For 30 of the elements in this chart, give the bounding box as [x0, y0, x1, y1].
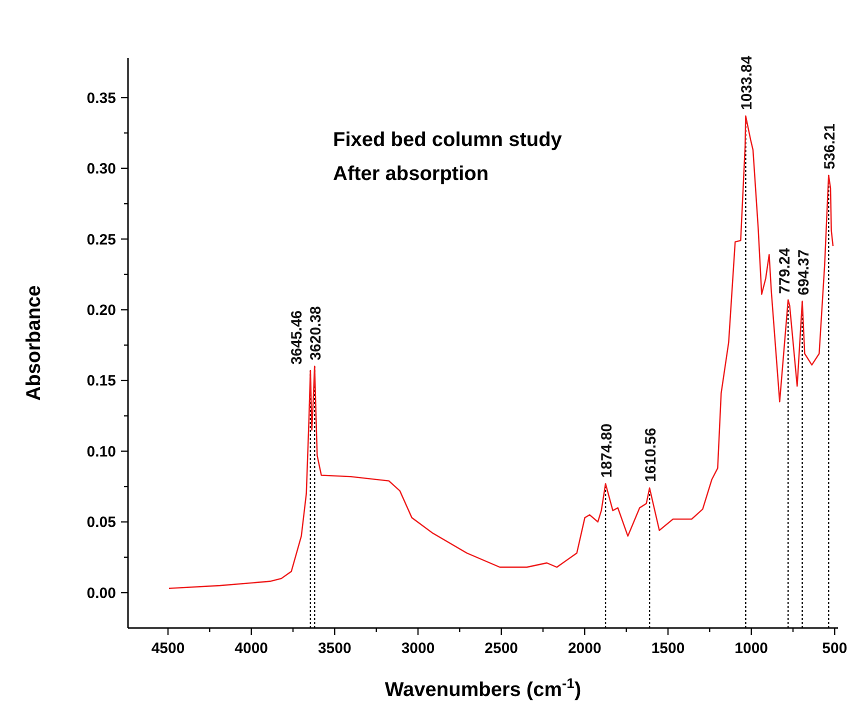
ref-line-label: 1610.56: [642, 428, 660, 482]
y-tick-label: 0.00: [86, 584, 116, 602]
ref-line-label: 1033.84: [738, 55, 756, 110]
x-tick-label: 1500: [651, 640, 685, 657]
x-tick-label: 3500: [318, 640, 352, 657]
ref-line-label: 3620.38: [308, 306, 325, 360]
x-tick-label: 1000: [734, 640, 768, 657]
y-tick-label: 0.10: [86, 443, 116, 460]
x-tick-label: 3000: [401, 640, 435, 657]
y-tick-label: 0.25: [86, 231, 116, 248]
x-tick-label: 4000: [234, 640, 268, 657]
ref-line-label: 1874.80: [598, 424, 616, 478]
y-tick-label: 0.15: [86, 372, 116, 390]
y-tick-label: 0.30: [86, 160, 116, 178]
ref-line-label: 536.21: [822, 124, 839, 170]
ref-line-label: 694.37: [795, 249, 812, 296]
x-tick-label: 500: [822, 640, 848, 657]
ref-line-label: 779.24: [776, 247, 794, 294]
x-tick-label: 2000: [568, 640, 602, 657]
y-tick-label: 0.05: [86, 514, 116, 532]
x-axis-title: Wavenumbers (cm$^{-1}$): [384, 675, 582, 701]
line-series: [168, 115, 834, 590]
annotation: After absorption: [333, 163, 489, 185]
y-tick-label: 0.20: [86, 302, 116, 320]
ref-line-label: 3645.46: [288, 310, 306, 365]
x-tick-label: 4500: [151, 640, 185, 657]
y-axis-title: Absorbance: [23, 285, 45, 401]
y-tick-label: 0.35: [86, 90, 116, 107]
annotation: Fixed bed column study: [333, 129, 563, 151]
x-tick-label: 2500: [484, 640, 518, 657]
